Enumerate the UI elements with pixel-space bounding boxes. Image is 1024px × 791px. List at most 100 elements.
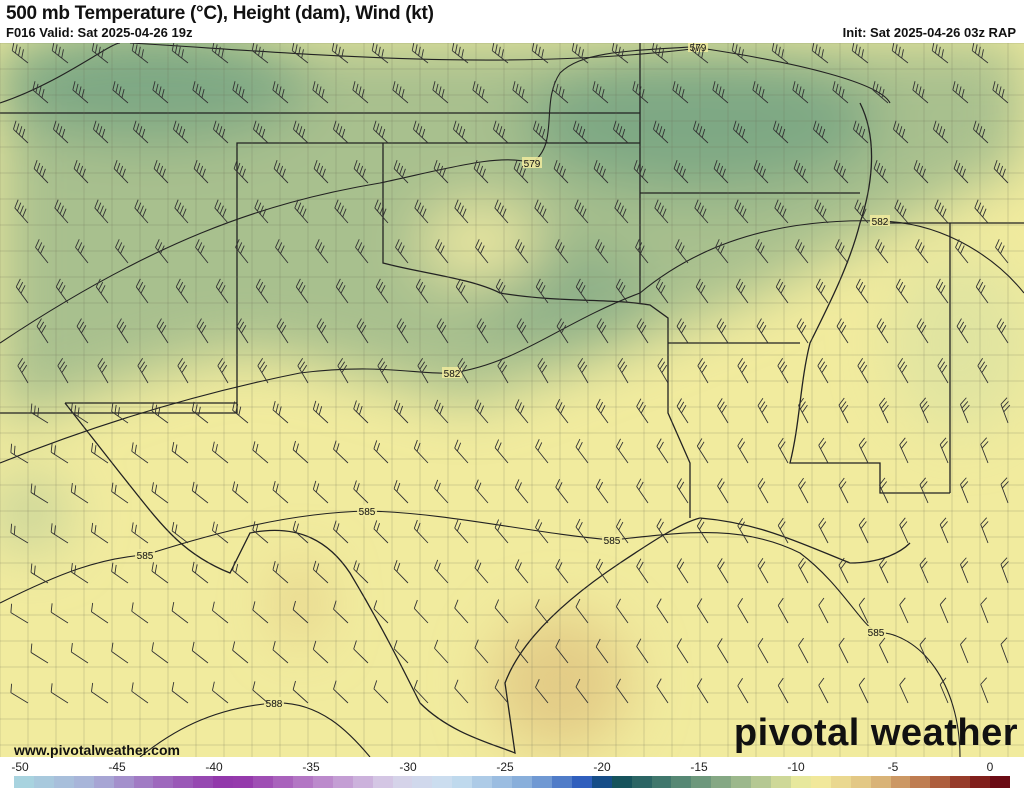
wind-barb: [252, 441, 269, 464]
wind-barb: [193, 160, 209, 184]
wind-barb: [995, 239, 1009, 264]
wind-barb: [211, 601, 229, 624]
wind-barb: [131, 682, 149, 704]
wind-barb: [257, 358, 269, 384]
wind-barb: [611, 43, 629, 64]
wind-barb: [818, 517, 829, 544]
wind-barb: [151, 642, 169, 664]
colorbar-swatch: [551, 776, 572, 788]
contour-label: 579: [690, 43, 707, 54]
wind-barb: [232, 81, 249, 104]
wind-barb: [50, 683, 69, 704]
wind-barb: [297, 358, 309, 384]
wind-barb: [613, 120, 629, 144]
colorbar-swatch: [272, 776, 293, 788]
colorbar-swatch: [671, 776, 692, 788]
wind-barb: [980, 597, 989, 624]
wind-barb: [294, 199, 309, 224]
wind-barb: [960, 557, 969, 584]
colorbar-swatch: [910, 776, 931, 788]
wind-barb: [275, 239, 289, 264]
wind-barb: [858, 517, 869, 544]
wind-barb: [177, 358, 189, 384]
wind-barb: [593, 160, 609, 184]
wind-barb: [236, 318, 249, 344]
wind-barbs: [10, 43, 1011, 704]
wind-barb: [615, 678, 629, 704]
contour-label: 585: [604, 536, 621, 547]
colorbar-swatch: [850, 776, 871, 788]
wind-barb: [916, 318, 929, 344]
wind-barb: [252, 681, 269, 704]
wind-barb: [377, 358, 389, 384]
wind-barb: [715, 239, 729, 264]
colorbar-swatch: [751, 776, 772, 788]
wind-barb: [155, 239, 169, 264]
wind-barb: [312, 81, 329, 104]
wind-barb: [818, 677, 829, 704]
wind-barb: [355, 239, 369, 264]
wind-barb: [171, 681, 189, 704]
wind-barb: [971, 43, 989, 64]
wind-barb: [495, 278, 509, 304]
wind-barb: [392, 81, 409, 104]
wind-barb: [474, 559, 489, 584]
wind-barb: [875, 239, 889, 264]
wind-barb: [254, 199, 269, 224]
colorbar-swatch: [472, 776, 493, 788]
wind-barb: [571, 43, 589, 64]
wind-barb: [373, 520, 389, 544]
colorbar-swatch: [392, 776, 413, 788]
wind-barb: [939, 597, 949, 624]
wind-barb: [777, 517, 789, 544]
wind-barb: [353, 480, 369, 504]
wind-barb: [933, 120, 949, 144]
wind-barb: [973, 120, 989, 144]
wind-barb: [30, 483, 49, 504]
wind-barb: [899, 517, 909, 544]
wind-barb: [135, 278, 149, 304]
wind-barb: [454, 599, 469, 624]
wind-barb: [455, 278, 469, 304]
wind-barb: [734, 199, 749, 224]
website-link[interactable]: www.pivotalweather.com: [14, 742, 180, 758]
wind-barb: [111, 482, 129, 504]
wind-barb: [494, 599, 509, 624]
wind-barb: [151, 562, 169, 584]
wind-barb: [393, 640, 409, 664]
wind-barb: [131, 43, 149, 64]
wind-barb: [838, 397, 849, 424]
wind-barb: [876, 318, 889, 344]
colorbar-swatch: [790, 776, 811, 788]
wind-barb: [531, 43, 549, 64]
colorbar-swatch: [950, 776, 971, 788]
wind-barb: [151, 402, 169, 424]
colorbar-swatch: [571, 776, 592, 788]
wind-barb: [232, 481, 249, 504]
colorbar-swatch: [830, 776, 851, 788]
contour-label-bg: [866, 626, 886, 637]
wind-barb: [497, 358, 509, 384]
wind-barb: [636, 638, 649, 664]
wind-barb: [513, 160, 529, 184]
wind-barb: [11, 43, 29, 64]
wind-barb: [939, 677, 949, 704]
wind-barb: [54, 199, 69, 224]
wind-barb: [713, 160, 729, 184]
wind-barb: [10, 523, 29, 544]
wind-barb: [91, 602, 109, 624]
wind-barb: [775, 278, 789, 304]
wind-barb: [72, 81, 89, 104]
wind-barb: [575, 278, 589, 304]
colorbar-swatch: [372, 776, 393, 788]
wind-barb: [755, 239, 769, 264]
wind-barb: [333, 440, 349, 464]
wind-barb: [373, 680, 389, 704]
wind-barb: [413, 679, 429, 704]
wind-barb: [556, 318, 569, 344]
wind-barb: [757, 477, 769, 504]
wind-barb: [337, 358, 349, 384]
wind-barb: [10, 443, 29, 464]
wind-barb: [913, 160, 929, 184]
wind-barb: [952, 81, 969, 104]
